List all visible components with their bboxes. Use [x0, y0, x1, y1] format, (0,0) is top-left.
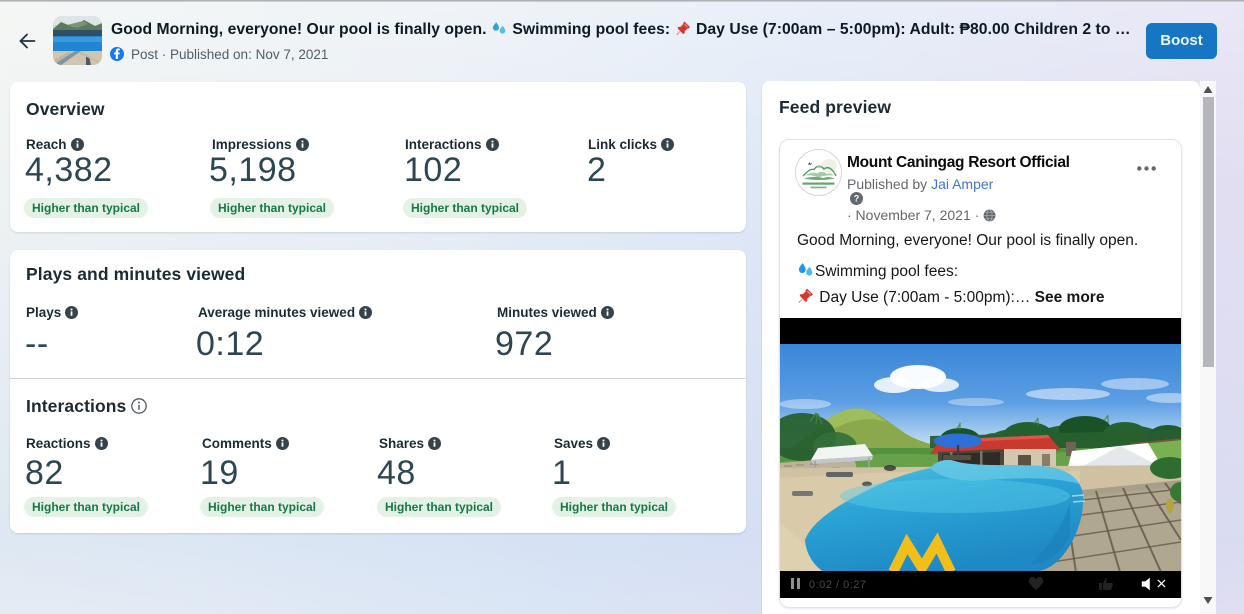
svg-text:?: ?	[854, 194, 860, 204]
